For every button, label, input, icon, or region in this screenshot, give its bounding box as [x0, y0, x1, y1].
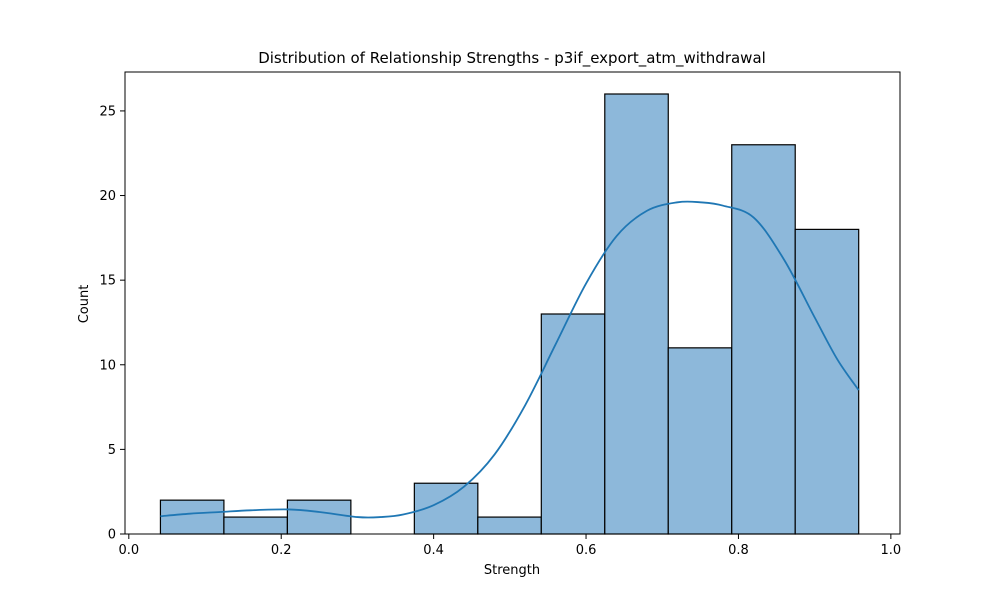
histogram-bar-10 [794, 228, 860, 535]
y-tick-label: 20 [99, 189, 116, 204]
x-tick-label: 0.6 [576, 543, 597, 558]
kde-curve [160, 200, 860, 519]
y-axis-label: Count [77, 285, 92, 324]
y-tick-label: 10 [99, 358, 116, 373]
y-ticks: 0 5 10 15 20 25 [99, 104, 125, 543]
y-tick-label: 25 [99, 104, 116, 119]
x-tick-label: 0.4 [423, 543, 444, 558]
x-tick-label: 0.2 [271, 543, 292, 558]
chart-title: Distribution of Relationship Strengths -… [258, 49, 766, 68]
histogram-bar-9 [731, 144, 796, 535]
y-tick-label: 5 [108, 443, 116, 458]
histogram-bar-6 [540, 313, 606, 535]
x-tick-label: 1.0 [881, 543, 902, 558]
histogram-bar-0 [159, 499, 225, 535]
y-tick-label: 0 [108, 528, 116, 543]
y-tick-label: 15 [99, 274, 116, 289]
histogram-bar-1 [223, 516, 288, 535]
histogram-bar-8 [667, 347, 733, 535]
histogram-bar-2 [286, 499, 352, 535]
histogram-bar-7 [604, 93, 669, 535]
x-tick-label: 0.8 [728, 543, 749, 558]
x-tick-label: 0.0 [118, 543, 139, 558]
axes [124, 71, 901, 535]
plot-frame [124, 71, 901, 535]
kde-curve-group [160, 200, 860, 519]
x-axis-label: Strength [484, 563, 540, 578]
histogram-bar-5 [477, 516, 542, 535]
histogram-bars [159, 93, 860, 535]
x-ticks: 0.0 0.2 0.4 0.6 0.8 1.0 [118, 534, 901, 558]
